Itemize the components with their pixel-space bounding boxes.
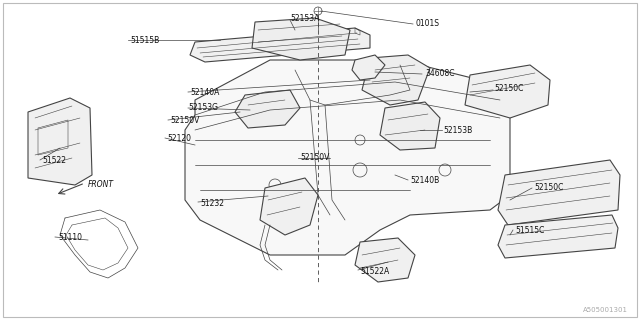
Text: 52153B: 52153B — [443, 125, 472, 134]
Polygon shape — [465, 65, 550, 118]
Polygon shape — [380, 102, 440, 150]
Text: 51515C: 51515C — [515, 226, 545, 235]
Text: FRONT: FRONT — [88, 180, 114, 188]
Polygon shape — [252, 18, 350, 60]
Text: 34608C: 34608C — [425, 68, 454, 77]
Polygon shape — [355, 238, 415, 282]
Text: 51110: 51110 — [58, 233, 82, 242]
Text: 52140A: 52140A — [190, 87, 220, 97]
Text: 51515B: 51515B — [130, 36, 159, 44]
Polygon shape — [498, 160, 620, 225]
Text: 52153A: 52153A — [290, 13, 319, 22]
Polygon shape — [185, 60, 510, 255]
Text: 52150C: 52150C — [494, 84, 524, 92]
Text: 51522A: 51522A — [360, 268, 389, 276]
Polygon shape — [362, 55, 430, 105]
Polygon shape — [28, 98, 92, 185]
Text: 52150C: 52150C — [534, 182, 563, 191]
Polygon shape — [190, 28, 370, 62]
Polygon shape — [260, 178, 318, 235]
Polygon shape — [352, 55, 385, 80]
Text: 52150V: 52150V — [300, 153, 330, 162]
Text: 52150V: 52150V — [170, 116, 200, 124]
Polygon shape — [498, 215, 618, 258]
Text: A505001301: A505001301 — [583, 307, 628, 313]
Text: 51232: 51232 — [200, 198, 224, 207]
Polygon shape — [235, 90, 300, 128]
Text: 52140B: 52140B — [410, 175, 439, 185]
Text: 52153G: 52153G — [188, 102, 218, 111]
Text: 51522: 51522 — [42, 156, 66, 164]
Text: 52120: 52120 — [167, 133, 191, 142]
Text: 0101S: 0101S — [415, 19, 439, 28]
